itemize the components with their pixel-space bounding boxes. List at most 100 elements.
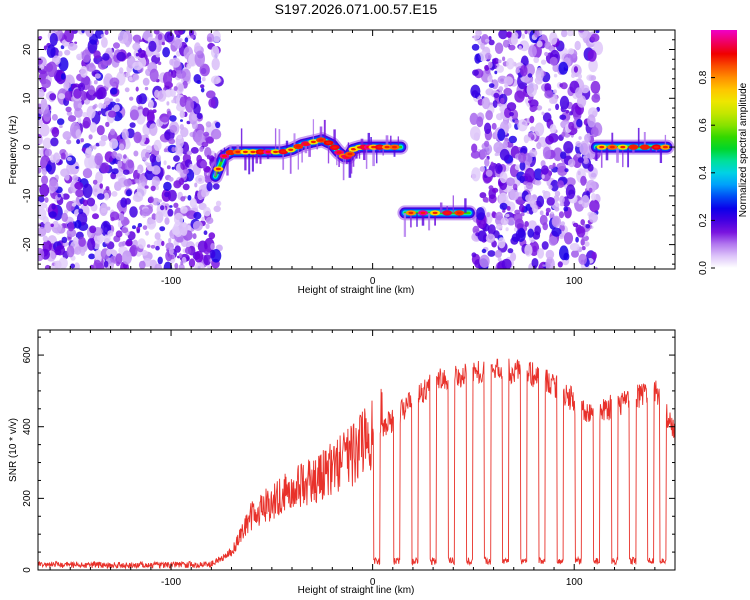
noise-blob bbox=[132, 61, 143, 71]
noise-blob bbox=[88, 134, 93, 140]
noise-blob bbox=[77, 117, 82, 124]
noise-blob bbox=[194, 182, 198, 188]
noise-blob bbox=[66, 139, 72, 145]
y-tick-label-top: -20 bbox=[22, 237, 33, 252]
noise-blob bbox=[193, 74, 202, 84]
noise-blob bbox=[132, 74, 140, 81]
noise-blob bbox=[484, 158, 490, 167]
noise-blob bbox=[129, 206, 138, 218]
noise-blob bbox=[144, 86, 149, 91]
noise-blob bbox=[125, 40, 130, 48]
y-tick-label-top: 0 bbox=[22, 144, 33, 150]
noise-blob bbox=[572, 222, 579, 228]
noise-blob bbox=[188, 258, 196, 268]
noise-blob bbox=[76, 139, 81, 145]
noise-blob bbox=[110, 216, 115, 222]
noise-blob bbox=[141, 181, 146, 187]
noise-blob bbox=[85, 147, 93, 155]
noise-blob bbox=[488, 39, 495, 46]
noise-blob bbox=[579, 140, 590, 156]
signal-peak-core bbox=[432, 211, 438, 215]
noise-blob bbox=[211, 57, 220, 71]
signal-peak-core bbox=[332, 146, 338, 149]
noise-blob bbox=[137, 238, 146, 249]
noise-blob bbox=[561, 131, 566, 137]
noise-blob bbox=[184, 37, 189, 43]
signal-peak-core bbox=[288, 148, 294, 151]
snr-series-line bbox=[38, 358, 675, 570]
noise-blob bbox=[484, 38, 490, 43]
noise-blob bbox=[38, 88, 45, 98]
noise-blob bbox=[137, 223, 143, 228]
noise-blob bbox=[51, 127, 60, 138]
noise-blob bbox=[88, 85, 95, 96]
noise-blob bbox=[137, 168, 141, 174]
noise-blob bbox=[521, 33, 525, 39]
noise-blob bbox=[509, 112, 514, 117]
noise-blob bbox=[166, 101, 170, 106]
noise-blob bbox=[115, 230, 123, 238]
noise-blob bbox=[178, 222, 189, 234]
x-tick-label-top: 0 bbox=[370, 276, 376, 287]
noise-blob bbox=[192, 233, 197, 240]
noise-blob bbox=[93, 144, 97, 150]
noise-blob bbox=[496, 113, 504, 121]
noise-blob bbox=[590, 80, 601, 94]
signal-peak-core bbox=[377, 145, 383, 149]
noise-blob bbox=[501, 258, 512, 269]
noise-blob bbox=[485, 233, 496, 243]
noise-blob bbox=[119, 213, 125, 221]
noise-blob bbox=[60, 45, 65, 50]
noise-blob bbox=[142, 107, 150, 117]
noise-blob bbox=[548, 108, 552, 111]
noise-blob bbox=[151, 165, 161, 175]
noise-blob bbox=[493, 92, 500, 99]
noise-blob bbox=[528, 132, 534, 138]
noise-blob bbox=[558, 211, 565, 219]
noise-blob bbox=[70, 263, 75, 269]
noise-blob bbox=[494, 70, 498, 75]
noise-blob bbox=[105, 121, 110, 127]
noise-blob bbox=[485, 169, 493, 177]
signal-peak-core bbox=[273, 150, 279, 154]
noise-blob bbox=[175, 82, 184, 94]
noise-blob bbox=[129, 122, 136, 128]
noise-blob bbox=[145, 230, 149, 236]
noise-blob bbox=[180, 260, 184, 266]
noise-blob bbox=[213, 205, 221, 213]
noise-blob bbox=[498, 59, 502, 64]
noise-blob bbox=[169, 115, 177, 122]
noise-blob bbox=[100, 187, 104, 194]
noise-blob bbox=[580, 228, 585, 234]
noise-blob bbox=[119, 67, 124, 74]
noise-blob bbox=[58, 57, 69, 72]
noise-blob bbox=[563, 206, 569, 212]
noise-blob bbox=[149, 68, 159, 83]
signal-peak-core bbox=[326, 141, 331, 144]
noise-blob bbox=[174, 39, 183, 49]
signal-peak-core bbox=[242, 150, 248, 154]
noise-blob bbox=[512, 183, 518, 191]
noise-blob bbox=[505, 227, 509, 232]
noise-blob bbox=[82, 199, 89, 207]
noise-blob bbox=[520, 145, 528, 155]
noise-blob bbox=[548, 184, 553, 190]
noise-blob bbox=[550, 211, 554, 215]
noise-blob bbox=[536, 195, 545, 208]
noise-blob bbox=[150, 244, 156, 249]
noise-blob bbox=[42, 137, 53, 149]
noise-blob bbox=[146, 244, 151, 248]
noise-blob bbox=[38, 247, 45, 262]
noise-blob bbox=[170, 70, 177, 78]
noise-blob bbox=[80, 138, 85, 143]
noise-blob bbox=[100, 207, 107, 213]
noise-blob bbox=[471, 143, 478, 153]
noise-blob bbox=[53, 152, 61, 164]
noise-blob bbox=[203, 131, 210, 137]
noise-blob bbox=[591, 193, 597, 201]
noise-blob bbox=[41, 79, 51, 89]
noise-blob bbox=[533, 56, 539, 64]
noise-blob bbox=[480, 42, 485, 50]
noise-blob bbox=[67, 115, 77, 122]
noise-blob bbox=[178, 263, 185, 269]
